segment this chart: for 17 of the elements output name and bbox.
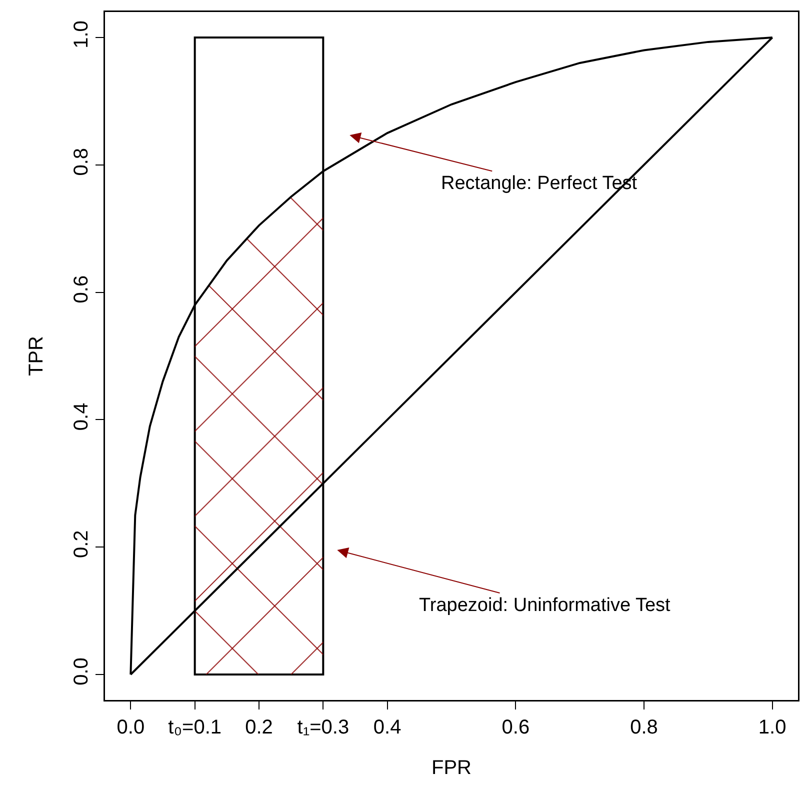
y-tick-label: 1.0 [70, 20, 92, 48]
x-tick-label: 0.0 [116, 716, 145, 738]
y-tick-label: 0.2 [70, 530, 92, 558]
annotation: Trapezoid: Uninformative Test [419, 595, 672, 616]
y-tick-label: 0.0 [70, 658, 92, 686]
y-axis-title: TPR [25, 336, 48, 376]
x-tick-label: t₁=0.3 [297, 716, 350, 738]
x-tick-label: 1.0 [758, 716, 786, 738]
x-axis-title: FPR [432, 756, 472, 779]
x-tick-label: 0.6 [502, 716, 530, 738]
x-tick-label: 0.2 [245, 716, 273, 738]
y-tick-label: 0.6 [70, 275, 92, 304]
x-tick-label: 0.4 [373, 716, 402, 738]
y-tick-label: 0.4 [70, 402, 92, 431]
x-tick-label: t₀=0.1 [168, 716, 222, 738]
y-tick-label: 0.8 [70, 148, 92, 176]
x-tick-label: 0.8 [630, 716, 658, 738]
